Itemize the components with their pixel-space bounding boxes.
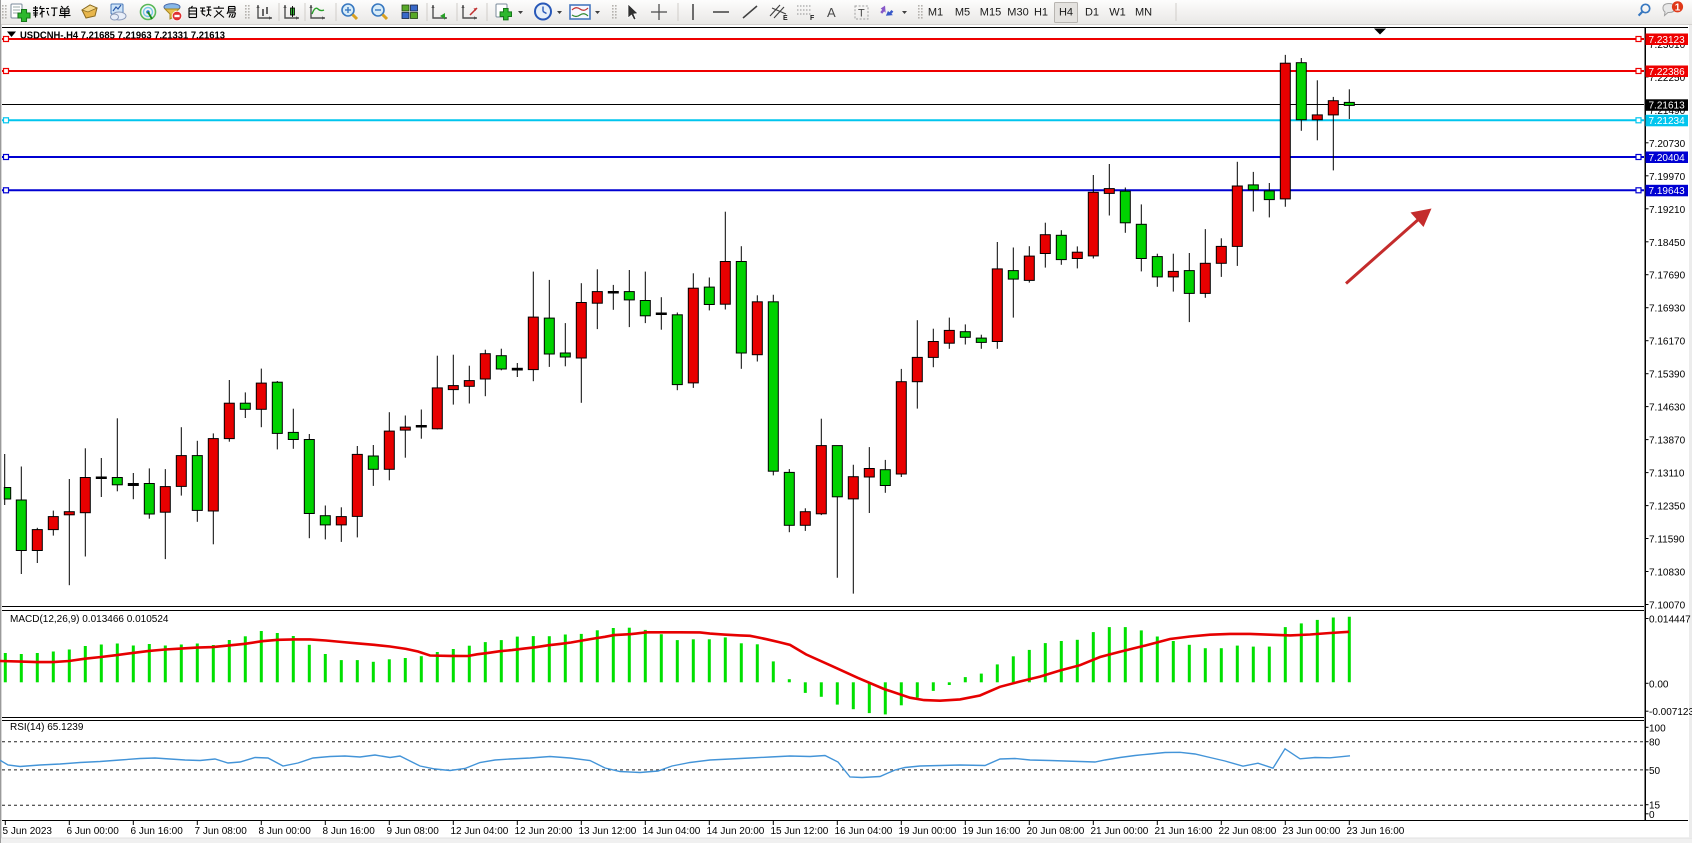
svg-text:M1: M1 xyxy=(928,7,943,19)
svg-text:M30: M30 xyxy=(1007,7,1028,19)
svg-text:7.19210: 7.19210 xyxy=(1649,205,1686,216)
svg-text:16 Jun 04:00: 16 Jun 04:00 xyxy=(835,826,893,837)
svg-text:19 Jun 16:00: 19 Jun 16:00 xyxy=(963,826,1021,837)
svg-text:8 Jun 16:00: 8 Jun 16:00 xyxy=(323,826,376,837)
svg-text:7.19970: 7.19970 xyxy=(1649,172,1686,183)
svg-text:20 Jun 08:00: 20 Jun 08:00 xyxy=(1027,826,1085,837)
svg-text:19 Jun 00:00: 19 Jun 00:00 xyxy=(899,826,957,837)
svg-text:50: 50 xyxy=(1649,766,1661,777)
svg-text:12 Jun 04:00: 12 Jun 04:00 xyxy=(451,826,509,837)
svg-text:23 Jun 00:00: 23 Jun 00:00 xyxy=(1283,826,1341,837)
svg-text:7 Jun 08:00: 7 Jun 08:00 xyxy=(195,826,248,837)
svg-text:13 Jun 12:00: 13 Jun 12:00 xyxy=(579,826,637,837)
svg-text:7.13110: 7.13110 xyxy=(1649,469,1685,480)
svg-text:T: T xyxy=(858,8,865,20)
svg-text:14 Jun 20:00: 14 Jun 20:00 xyxy=(707,826,765,837)
svg-text:100: 100 xyxy=(1649,723,1666,734)
svg-text:12 Jun 20:00: 12 Jun 20:00 xyxy=(515,826,573,837)
svg-text:USDCNH-.H4 7.21685 7.21963 7.: USDCNH-.H4 7.21685 7.21963 7.21331 7.216… xyxy=(20,30,225,42)
svg-text:21 Jun 00:00: 21 Jun 00:00 xyxy=(1091,826,1149,837)
svg-text:6 Jun 00:00: 6 Jun 00:00 xyxy=(67,826,120,837)
svg-text:7.21613: 7.21613 xyxy=(1649,101,1686,112)
svg-text:5 Jun 2023: 5 Jun 2023 xyxy=(3,826,53,837)
svg-text:15: 15 xyxy=(1649,801,1661,812)
svg-text:W1: W1 xyxy=(1109,7,1126,19)
svg-text:E: E xyxy=(783,15,788,22)
svg-text:7.10070: 7.10070 xyxy=(1649,601,1686,612)
svg-text:M5: M5 xyxy=(955,7,970,19)
svg-text:7.15390: 7.15390 xyxy=(1649,370,1686,381)
svg-text:7.19643: 7.19643 xyxy=(1649,186,1686,197)
svg-text:7.22250: 7.22250 xyxy=(1649,73,1686,84)
svg-text:7.22386: 7.22386 xyxy=(1649,67,1686,78)
svg-text:23 Jun 16:00: 23 Jun 16:00 xyxy=(1347,826,1405,837)
svg-text:0.014447: 0.014447 xyxy=(1649,615,1691,626)
svg-text:7.11590: 7.11590 xyxy=(1649,535,1685,546)
svg-text:7.16930: 7.16930 xyxy=(1649,304,1686,315)
svg-text:7.10830: 7.10830 xyxy=(1649,568,1686,579)
svg-text:7.18450: 7.18450 xyxy=(1649,238,1686,249)
svg-text:7.13870: 7.13870 xyxy=(1649,436,1686,447)
svg-text:7.16170: 7.16170 xyxy=(1649,337,1686,348)
svg-text:7.20404: 7.20404 xyxy=(1649,153,1686,164)
svg-text:RSI(14) 65.1239: RSI(14) 65.1239 xyxy=(10,722,84,733)
svg-text:8 Jun 00:00: 8 Jun 00:00 xyxy=(259,826,312,837)
svg-text:7.23123: 7.23123 xyxy=(1649,35,1686,46)
svg-text:80: 80 xyxy=(1649,738,1661,749)
svg-text:7.14630: 7.14630 xyxy=(1649,403,1686,414)
svg-text:MN: MN xyxy=(1135,7,1152,19)
svg-text:H1: H1 xyxy=(1034,7,1048,19)
svg-text:21 Jun 16:00: 21 Jun 16:00 xyxy=(1155,826,1213,837)
svg-text:15 Jun 12:00: 15 Jun 12:00 xyxy=(771,826,829,837)
svg-text:1: 1 xyxy=(1675,3,1681,14)
svg-text:0: 0 xyxy=(1649,810,1655,821)
svg-text:14 Jun 04:00: 14 Jun 04:00 xyxy=(643,826,701,837)
svg-text:7.12350: 7.12350 xyxy=(1649,502,1686,513)
svg-text:D1: D1 xyxy=(1085,7,1099,19)
svg-text:0.00: 0.00 xyxy=(1649,679,1669,690)
svg-text:F: F xyxy=(810,15,815,22)
svg-text:7.21490: 7.21490 xyxy=(1649,106,1686,117)
svg-text:6 Jun 16:00: 6 Jun 16:00 xyxy=(131,826,184,837)
svg-text:7.21234: 7.21234 xyxy=(1649,116,1686,127)
svg-text:MACD(12,26,9) 0.013466 0.01052: MACD(12,26,9) 0.013466 0.010524 xyxy=(10,614,169,625)
svg-text:7.20730: 7.20730 xyxy=(1649,139,1686,150)
svg-text:7.17690: 7.17690 xyxy=(1649,271,1686,282)
svg-text:-0.007123: -0.007123 xyxy=(1649,707,1692,718)
svg-text:9 Jun 08:00: 9 Jun 08:00 xyxy=(387,826,440,837)
svg-text:A: A xyxy=(827,5,836,20)
svg-text:7.23010: 7.23010 xyxy=(1649,40,1686,51)
svg-text:22 Jun 08:00: 22 Jun 08:00 xyxy=(1219,826,1277,837)
svg-text:M15: M15 xyxy=(980,7,1001,19)
svg-text:H4: H4 xyxy=(1059,7,1073,19)
